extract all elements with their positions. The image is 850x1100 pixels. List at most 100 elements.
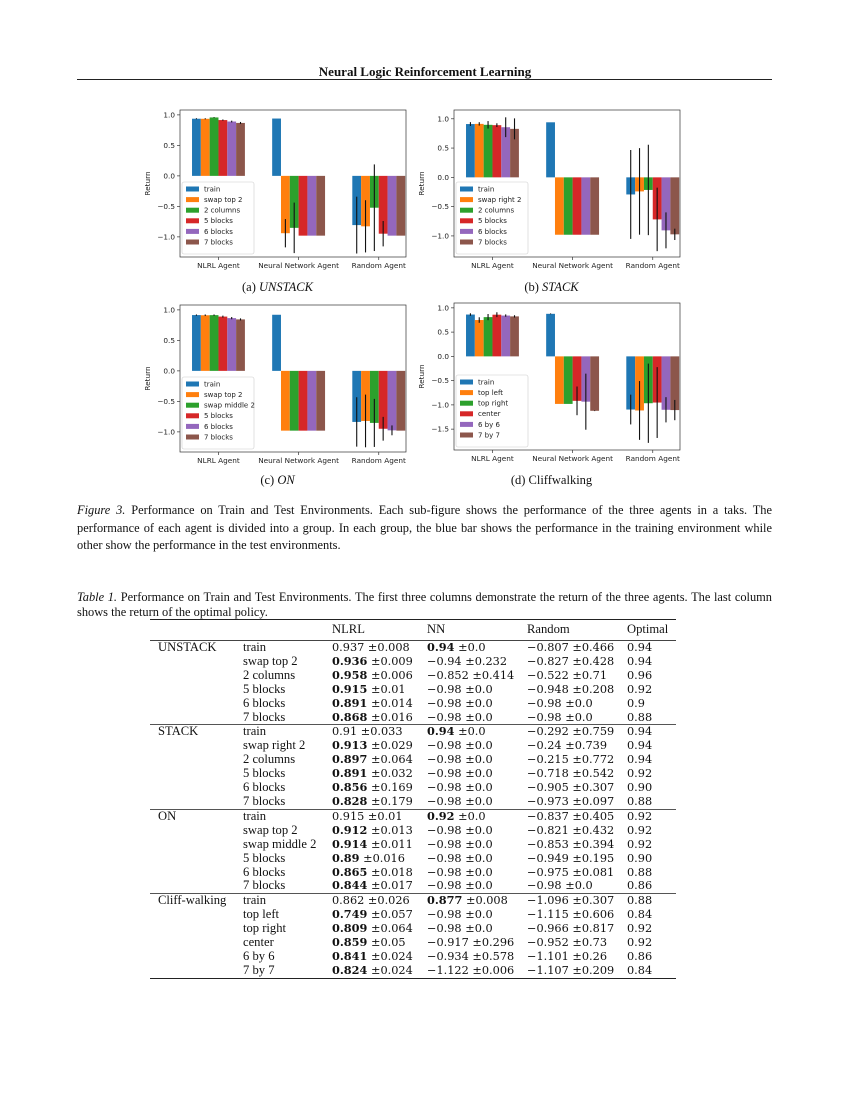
legend-swatch [460,197,473,203]
std-value: 0.208 [569,683,614,696]
column-header-nn: NN [427,622,446,637]
nlrl-cell: 0.8970.064 [332,752,427,767]
bar [316,175,326,236]
legend-swatch [460,218,473,224]
mean-value: 0.865 [332,864,368,879]
legend-label: 6 blocks [204,423,233,431]
std-value: 0.0 [462,922,493,935]
std-value: 0.0 [462,767,493,780]
mean-value: 0.915 [332,681,368,696]
task-name [150,669,243,683]
column-header-optimal: Optimal [627,622,669,637]
table-caption-text: Performance on Train and Test Environmen… [77,590,772,619]
environment-name: top right [243,921,287,936]
legend-label: 7 blocks [204,238,233,246]
bar [563,356,573,404]
mean-value: 0.94 [427,724,455,739]
environment-name: 6 blocks [243,864,286,879]
std-value: 0.081 [569,866,614,879]
table-row: UNSTACKtrain0.9370.0080.940.0−0.8070.466… [150,640,676,655]
bar [572,177,582,235]
nlrl-cell: 0.8680.016 [332,710,427,725]
nlrl-cell: 0.8620.026 [332,894,427,908]
task-name [150,767,243,781]
table-group: STACKtrain0.910.0330.940.0−0.2920.7590.9… [150,724,676,810]
nn-cell: −0.8520.414 [427,669,527,683]
results-table: NLRL NN Random Optimal UNSTACK train 0.937… [150,619,676,979]
legend-swatch [460,228,473,234]
task-name [150,824,243,838]
mean-value: −0.98 [527,710,562,724]
bar [387,370,397,431]
legend: train swap top 2 swap middle 2 5 blocks 6 bl… [181,376,255,450]
x-tick-label: Neural Network Agent [258,261,339,270]
random-cell: −0.5220.71 [527,669,627,683]
environment-name: train [243,893,267,908]
mean-value: −0.292 [527,725,569,739]
legend-label: swap top 2 [204,196,242,204]
table-row: swap top 20.9360.009−0.940.232−0.8270.42… [150,654,676,669]
y-axis-label: Return [143,366,152,390]
mean-value: 0.824 [332,962,368,977]
mean-value: 0.937 [332,641,365,654]
nn-cell: −0.980.0 [427,753,527,767]
y-tick-label: −0.5 [157,397,175,406]
environment-name: 6 by 6 [243,948,275,963]
subcaption-c: (c) ON [140,473,415,488]
bar-chart-svg: 1.0 0.5 0.0 −0.5 −1.0 NLRL Agent Neural Networ… [143,304,407,465]
std-value: 0.466 [569,641,614,654]
nlrl-cell: 0.890.016 [332,851,427,866]
nlrl-cell: 0.8560.169 [332,780,427,795]
legend-label: swap top 2 [204,391,242,399]
legend-swatch [460,379,473,385]
y-axis-label: Return [143,171,152,195]
y-tick-label: −1.5 [431,425,449,434]
mean-value: −0.98 [427,879,462,893]
mean-value: −0.98 [527,696,562,710]
legend-box [181,181,255,255]
optimal-cell: 0.94 [627,753,653,767]
legend-label: top left [478,389,503,397]
optimal-cell: 0.92 [627,823,653,837]
mean-value: −0.98 [427,739,462,753]
optimal-cell: 0.84 [627,908,653,922]
nn-cell: 0.8770.008 [427,893,527,908]
optimal-cell: 0.86 [627,879,653,893]
mean-value: −0.98 [427,851,462,865]
bar [474,320,484,357]
chart-stack: 1.0 0.5 0.0 −0.5 −1.0 NLRL Agent Neural Networ… [414,100,689,280]
optimal-cell: 0.9 [627,696,645,710]
task-name [150,852,243,866]
bar [466,314,475,357]
random-cell: −0.9750.081 [527,866,627,880]
legend-swatch [186,423,199,429]
optimal-cell: 0.92 [627,809,653,823]
title-rule [77,79,772,80]
bar [572,356,582,401]
mean-value: 0.912 [332,822,368,837]
bar [280,175,290,234]
x-tick-label: NLRL Agent [471,261,514,270]
legend-swatch [460,207,473,213]
y-tick-label: −0.5 [157,202,175,211]
table-row: 5 blocks0.8910.032−0.980.0−0.7180.5420.9… [150,766,676,781]
mean-value: −0.837 [527,809,569,823]
nlrl-cell: 0.8440.017 [332,878,427,893]
mean-value: −1.122 [427,963,469,977]
mean-value: 0.749 [332,907,368,922]
y-tick-label: −1.0 [431,400,449,409]
legend-swatch [186,434,199,440]
bar [546,313,555,357]
plot-frame [453,302,681,451]
bar [396,370,406,431]
y-tick-label: 0.5 [437,328,449,337]
nlrl-cell: 0.7490.057 [332,907,427,922]
random-cell: −0.9660.817 [527,922,627,936]
bar-chart-svg: 1.0 0.5 0.0 −0.5 −1.0 −1.5 NLRL Agent Neural Ne… [417,302,681,463]
bar [236,122,245,176]
mean-value: 0.92 [427,808,455,823]
